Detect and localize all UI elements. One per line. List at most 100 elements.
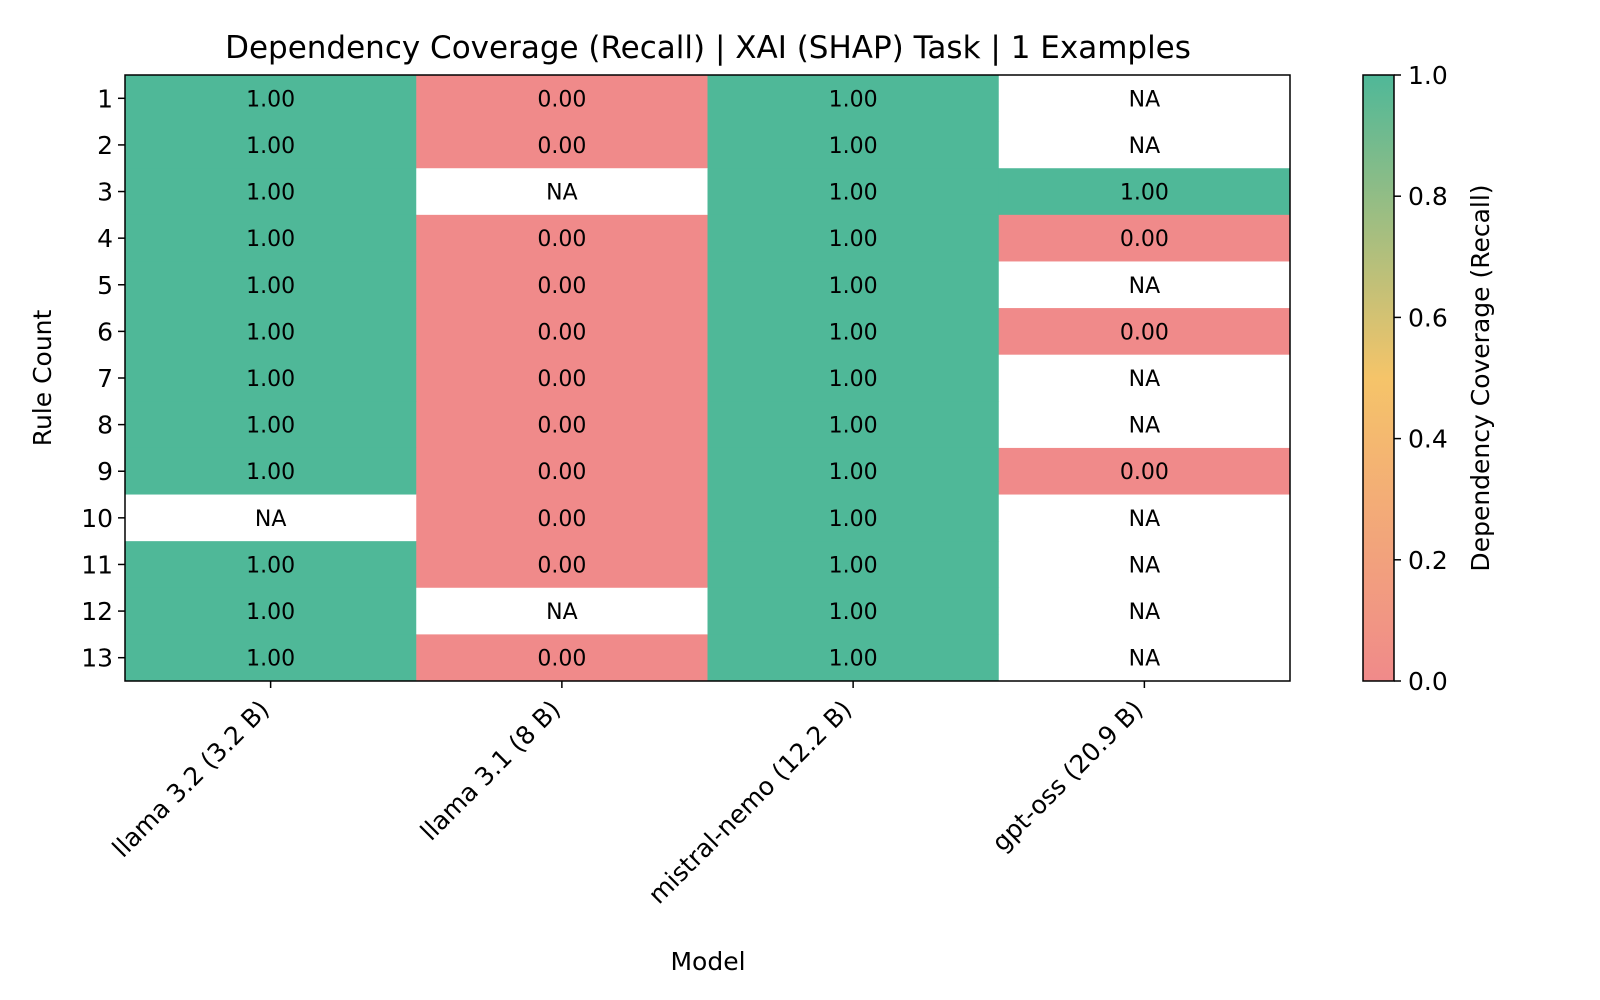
cell-value-label: 1.00 [1120, 181, 1169, 206]
x-tick-label: gpt-oss (20.9 B) [986, 695, 1148, 857]
cell-value-label: 0.00 [537, 227, 586, 252]
heatmap-cell [998, 587, 1291, 635]
heatmap-cell [125, 494, 417, 542]
heatmap-cell-labels: 1.00 0.00 1.00 NA 1.00 0.00 1.00 NA 1.00 NA 1.00 1.… [246, 87, 1169, 671]
heatmap-cell [707, 354, 1000, 402]
cell-value-label: 1.00 [829, 181, 878, 206]
cell-value-label: NA [255, 507, 287, 532]
heatmap-cell [707, 401, 1000, 449]
heatmap-cell [707, 494, 1000, 542]
heatmap-cell [998, 401, 1291, 449]
y-tick-label: 3 [97, 178, 113, 207]
heatmap-cell [416, 541, 708, 589]
heatmap-cell [998, 354, 1291, 402]
heatmap-cell [125, 354, 417, 402]
y-tick-label: 9 [97, 457, 113, 486]
heatmap-cell [416, 214, 708, 262]
heatmap-cell [707, 121, 1000, 169]
heatmap-cell [998, 634, 1291, 682]
cell-value-label: 0.00 [1120, 460, 1169, 485]
heatmap-cell [125, 214, 417, 262]
cell-value-label: 0.00 [537, 274, 586, 299]
heatmap-cell [416, 447, 708, 496]
colorbar-tick-label: 0.2 [1408, 546, 1448, 575]
y-tick-label: 5 [97, 271, 113, 300]
heatmap-cell [707, 541, 1000, 589]
heatmap-cell [125, 75, 417, 123]
heatmap-cell [707, 308, 1000, 356]
heatmap-cell [416, 75, 708, 123]
heatmap-cell [998, 494, 1291, 542]
cell-value-label: 0.00 [537, 414, 586, 439]
colorbar-label: Dependency Coverage (Recall) [1466, 184, 1495, 571]
heatmap-cell [998, 541, 1291, 589]
cell-value-label: 1.00 [829, 274, 878, 299]
cell-value-label: 1.00 [829, 600, 878, 625]
heatmap-cell [707, 214, 1000, 262]
heatmap-cell [416, 494, 708, 542]
x-tick-label: mistral-nemo (12.2 B) [643, 695, 858, 910]
colorbar-tick-label: 0.6 [1408, 303, 1448, 332]
cell-value-label: 1.00 [829, 414, 878, 439]
heatmap-cell [998, 214, 1291, 262]
heatmap-cell [125, 541, 417, 589]
cell-value-label: 1.00 [246, 227, 295, 252]
cell-value-label: NA [1129, 414, 1161, 439]
x-axis: llama 3.2 (3.2 B) llama 3.1 (8 B) mistral-… [107, 681, 1149, 910]
colorbar: 0.0 0.2 0.4 0.6 0.8 1.0 Dependency Coverage (… [1362, 61, 1495, 696]
cell-value-label: NA [1129, 647, 1161, 672]
y-tick-label: 8 [97, 411, 113, 440]
heatmap-cell [707, 634, 1000, 682]
x-tick-label: llama 3.1 (8 B) [415, 695, 566, 846]
cell-value-label: 1.00 [246, 134, 295, 159]
cell-value-label: 1.00 [829, 367, 878, 392]
heatmap-cell [125, 587, 417, 635]
cell-value-label: 1.00 [829, 134, 878, 159]
heatmap-cell [998, 121, 1291, 169]
cell-value-label: NA [1129, 87, 1161, 112]
cell-value-label: 1.00 [829, 647, 878, 672]
cell-value-label: 1.00 [246, 553, 295, 578]
cell-value-label: 1.00 [246, 367, 295, 392]
heatmap-cell [416, 634, 708, 682]
heatmap-cell [707, 75, 1000, 123]
cell-value-label: 0.00 [537, 460, 586, 485]
heatmap-cell [707, 261, 1000, 309]
heatmap-cell [998, 261, 1291, 309]
heatmap-cells [125, 75, 1291, 682]
heatmap-cell [998, 308, 1291, 356]
cell-value-label: 1.00 [829, 460, 878, 485]
heatmap-cell [125, 447, 417, 496]
y-tick-label: 13 [81, 644, 113, 673]
colorbar-ticks: 0.0 0.2 0.4 0.6 0.8 1.0 [1394, 61, 1448, 696]
cell-value-label: 0.00 [537, 647, 586, 672]
heatmap-cell [707, 587, 1000, 635]
cell-value-label: 1.00 [246, 87, 295, 112]
cell-value-label: NA [1129, 600, 1161, 625]
heatmap-cell [998, 75, 1291, 123]
y-tick-label: 11 [81, 550, 113, 579]
cell-value-label: 1.00 [246, 320, 295, 345]
y-tick-label: 4 [97, 224, 113, 253]
heatmap-cell [125, 634, 417, 682]
y-tick-label: 1 [97, 84, 113, 113]
cell-value-label: 0.00 [537, 367, 586, 392]
y-tick-label: 6 [97, 317, 113, 346]
heatmap-cell [416, 168, 708, 216]
heatmap-cell [998, 168, 1291, 216]
cell-value-label: NA [1129, 134, 1161, 159]
cell-value-label: 1.00 [246, 414, 295, 439]
colorbar-tick-label: 1.0 [1408, 61, 1448, 90]
heatmap-cell [416, 401, 708, 449]
cell-value-label: 1.00 [246, 274, 295, 299]
colorbar-tick-label: 0.4 [1408, 425, 1448, 454]
cell-value-label: NA [1129, 274, 1161, 299]
cell-value-label: 0.00 [1120, 227, 1169, 252]
cell-value-label: 0.00 [1120, 320, 1169, 345]
cell-value-label: 0.00 [537, 87, 586, 112]
cell-value-label: NA [1129, 553, 1161, 578]
cell-value-label: NA [546, 181, 578, 206]
heatmap-cell [125, 401, 417, 449]
colorbar-tick-label: 0.0 [1408, 667, 1448, 696]
